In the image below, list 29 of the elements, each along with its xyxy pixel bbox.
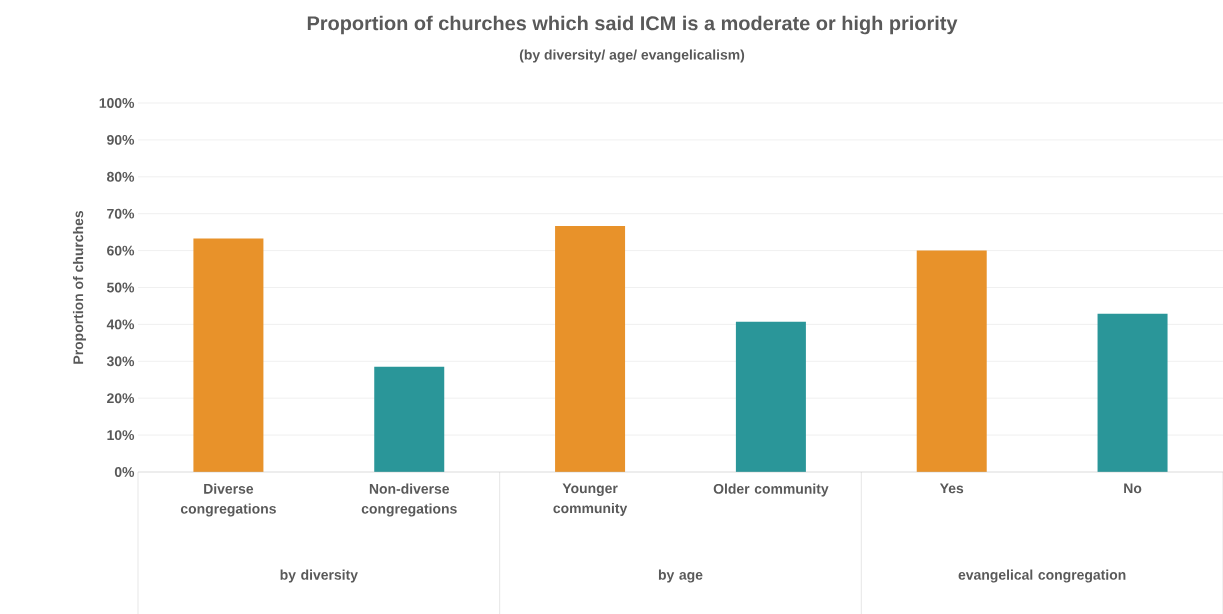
bar (1097, 313, 1168, 472)
x-tick-label: No (1124, 483, 1142, 494)
bar (735, 321, 806, 472)
bar (374, 366, 445, 472)
y-tick-label: 90% (107, 134, 135, 145)
y-tick-label: 0% (114, 467, 135, 477)
bar (916, 250, 987, 472)
x-tick-label: Older community (713, 483, 829, 497)
chart-title: Proportion of churches which said ICM is a moderate or high priority (307, 15, 958, 35)
text: by age (658, 569, 703, 583)
x-tick-label: Younger community (553, 483, 628, 516)
text: by diversity (280, 569, 358, 583)
y-tick-label: 70% (107, 208, 135, 219)
x-tick-label: Diverse congregations (180, 483, 276, 517)
y-tick-label: 80% (107, 171, 135, 182)
y-axis-title: Proportion of churches (72, 210, 86, 364)
y-tick-label: 30% (106, 356, 135, 367)
bar (193, 238, 264, 472)
y-tick-label: 20% (107, 393, 135, 404)
x-tick-label: Non-diverse congregations (361, 483, 457, 517)
text: evangelical congregation (958, 569, 1126, 583)
y-tick-label: 100% (99, 98, 135, 108)
y-tick-label: 40% (106, 319, 135, 330)
y-tick-label: 10% (107, 430, 135, 441)
chart-subtitle: (by diversity/ age/ evangelicalism) (519, 49, 745, 63)
y-tick-label: 60% (107, 245, 135, 256)
x-tick-label: Yes (939, 483, 964, 494)
bar (555, 225, 626, 472)
y-tick-label: 50% (106, 282, 135, 293)
